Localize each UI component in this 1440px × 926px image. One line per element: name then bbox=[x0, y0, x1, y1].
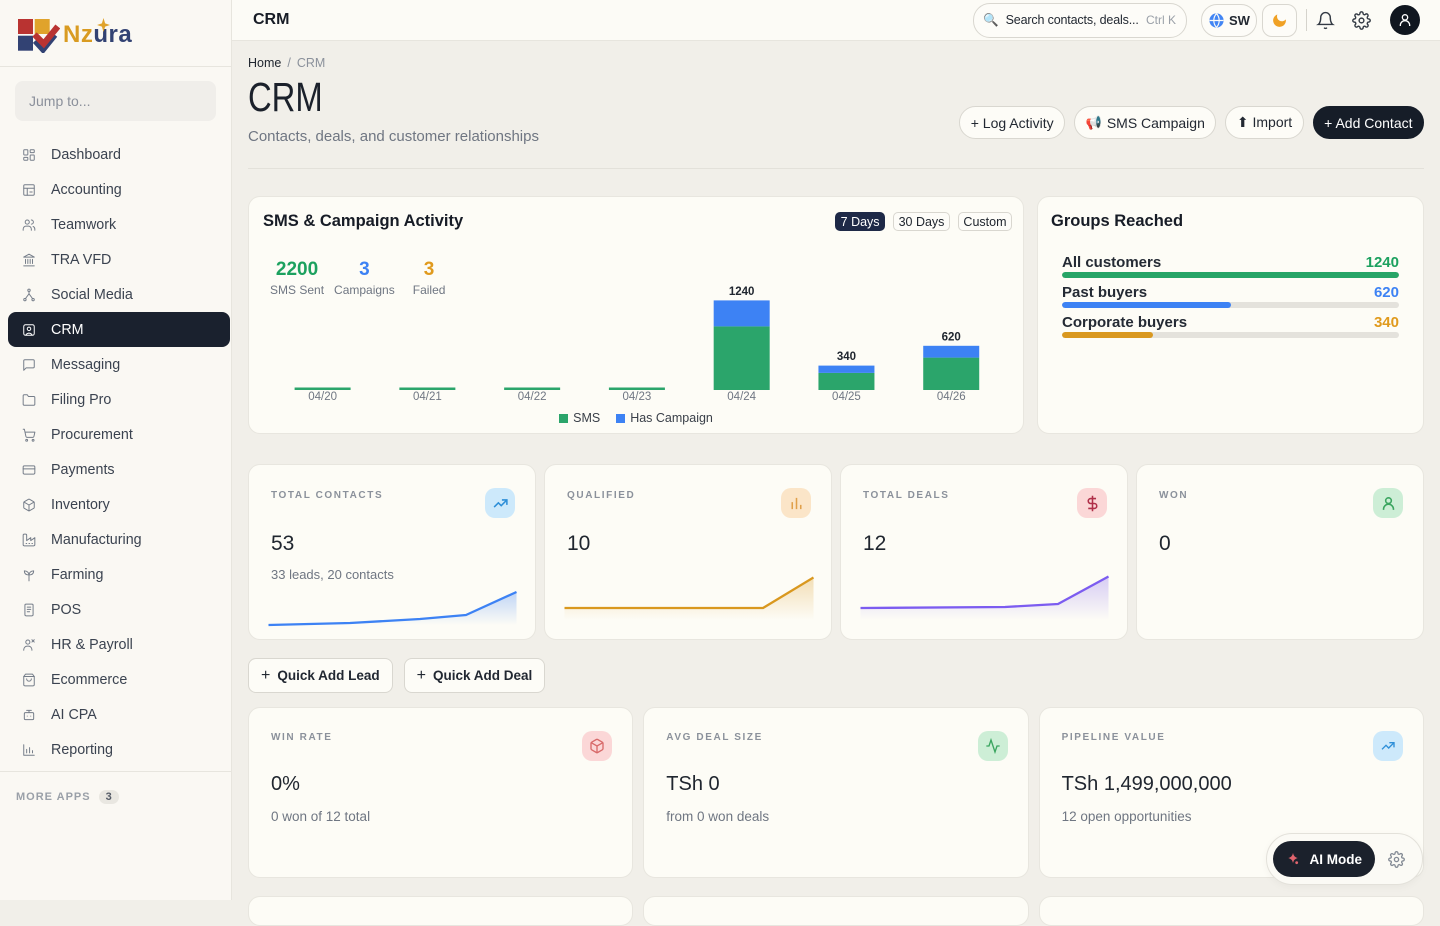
svg-text:04/20: 04/20 bbox=[308, 391, 337, 403]
svg-text:04/22: 04/22 bbox=[518, 391, 547, 403]
svg-text:04/24: 04/24 bbox=[727, 391, 756, 403]
svg-text:1240: 1240 bbox=[729, 286, 755, 298]
svg-text:04/25: 04/25 bbox=[832, 391, 861, 403]
svg-text:04/26: 04/26 bbox=[937, 391, 966, 403]
svg-text:340: 340 bbox=[837, 351, 856, 363]
svg-text:04/23: 04/23 bbox=[623, 391, 652, 403]
svg-text:620: 620 bbox=[942, 331, 961, 343]
svg-text:04/21: 04/21 bbox=[413, 391, 442, 403]
